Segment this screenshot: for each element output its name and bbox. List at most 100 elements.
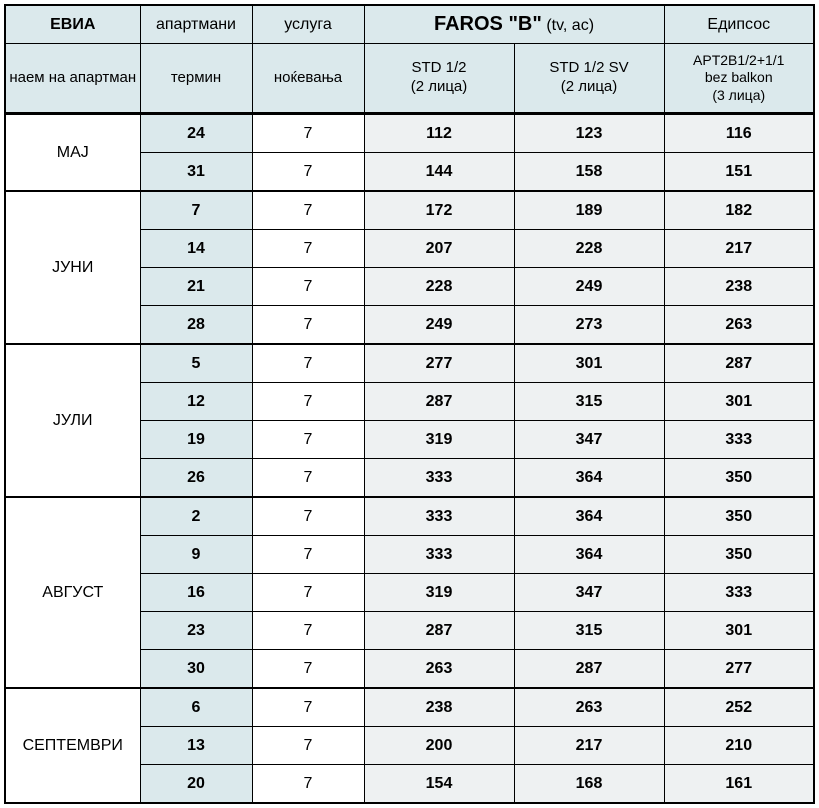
price-cell: 238 [664,268,814,306]
price-cell: 287 [364,612,514,650]
header-termin: термин [140,44,252,114]
header-std12sv: STD 1/2 SV(2 лица) [514,44,664,114]
header-std12: STD 1/2(2 лица) [364,44,514,114]
price-cell: 364 [514,459,664,498]
price-cell: 168 [514,765,664,804]
price-cell: 301 [664,612,814,650]
price-cell: 151 [664,153,814,192]
termin-cell: 2 [140,497,252,536]
price-cell: 347 [514,421,664,459]
termin-cell: 31 [140,153,252,192]
price-cell: 182 [664,191,814,230]
month-cell: ЈУНИ [5,191,140,344]
termin-cell: 7 [140,191,252,230]
price-cell: 112 [364,114,514,153]
price-cell: 350 [664,536,814,574]
header-apt: APT2B1/2+1/1bez balkon(3 лица) [664,44,814,114]
price-cell: 249 [364,306,514,345]
termin-cell: 26 [140,459,252,498]
price-cell: 347 [514,574,664,612]
price-cell: 228 [514,230,664,268]
pricing-table: ЕВИА апартмани услуга FAROS "B" (tv, ac)… [4,4,815,804]
price-cell: 217 [664,230,814,268]
table-header-row-2: наем на апартман термин ноќевања STD 1/2… [5,44,814,114]
nights-cell: 7 [252,421,364,459]
price-cell: 364 [514,536,664,574]
price-cell: 333 [364,459,514,498]
price-cell: 263 [514,688,664,727]
nights-cell: 7 [252,344,364,383]
price-cell: 158 [514,153,664,192]
price-cell: 333 [664,574,814,612]
price-cell: 319 [364,421,514,459]
header-apartments: апартмани [140,5,252,44]
termin-cell: 23 [140,612,252,650]
nights-cell: 7 [252,230,364,268]
nights-cell: 7 [252,497,364,536]
price-cell: 333 [364,497,514,536]
header-edipsos: Едипсос [664,5,814,44]
price-cell: 277 [364,344,514,383]
price-cell: 210 [664,727,814,765]
termin-cell: 30 [140,650,252,689]
price-cell: 287 [514,650,664,689]
header-faros: FAROS "B" (tv, ac) [364,5,664,44]
price-cell: 287 [664,344,814,383]
nights-cell: 7 [252,268,364,306]
nights-cell: 7 [252,765,364,804]
price-cell: 116 [664,114,814,153]
nights-cell: 7 [252,727,364,765]
table-header-row-1: ЕВИА апартмани услуга FAROS "B" (tv, ac)… [5,5,814,44]
price-cell: 172 [364,191,514,230]
price-cell: 301 [514,344,664,383]
nights-cell: 7 [252,536,364,574]
header-nights: ноќевања [252,44,364,114]
price-cell: 144 [364,153,514,192]
table-row: АВГУСТ27333364350 [5,497,814,536]
header-evia: ЕВИА [5,5,140,44]
termin-cell: 28 [140,306,252,345]
termin-cell: 5 [140,344,252,383]
termin-cell: 21 [140,268,252,306]
table-row: МАЈ247112123116 [5,114,814,153]
nights-cell: 7 [252,459,364,498]
price-cell: 207 [364,230,514,268]
nights-cell: 7 [252,114,364,153]
termin-cell: 16 [140,574,252,612]
table-row: ЈУНИ77172189182 [5,191,814,230]
price-cell: 333 [664,421,814,459]
termin-cell: 12 [140,383,252,421]
header-rent: наем на апартман [5,44,140,114]
price-cell: 252 [664,688,814,727]
month-cell: АВГУСТ [5,497,140,688]
price-cell: 217 [514,727,664,765]
price-cell: 287 [364,383,514,421]
price-cell: 161 [664,765,814,804]
nights-cell: 7 [252,612,364,650]
price-cell: 263 [364,650,514,689]
table-row: ЈУЛИ57277301287 [5,344,814,383]
termin-cell: 20 [140,765,252,804]
price-cell: 228 [364,268,514,306]
price-cell: 263 [664,306,814,345]
price-cell: 364 [514,497,664,536]
termin-cell: 6 [140,688,252,727]
termin-cell: 14 [140,230,252,268]
table-row: СЕПТЕМВРИ67238263252 [5,688,814,727]
price-cell: 154 [364,765,514,804]
month-cell: СЕПТЕМВРИ [5,688,140,803]
nights-cell: 7 [252,688,364,727]
price-cell: 238 [364,688,514,727]
termin-cell: 13 [140,727,252,765]
price-cell: 249 [514,268,664,306]
nights-cell: 7 [252,650,364,689]
price-cell: 273 [514,306,664,345]
price-cell: 301 [664,383,814,421]
month-cell: МАЈ [5,114,140,192]
nights-cell: 7 [252,153,364,192]
price-cell: 277 [664,650,814,689]
price-cell: 123 [514,114,664,153]
nights-cell: 7 [252,191,364,230]
price-cell: 333 [364,536,514,574]
month-cell: ЈУЛИ [5,344,140,497]
